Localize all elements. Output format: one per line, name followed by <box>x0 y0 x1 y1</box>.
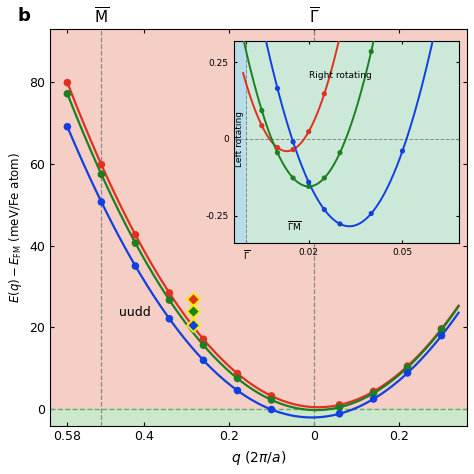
Point <box>132 239 139 247</box>
Point <box>336 403 343 411</box>
Point <box>404 369 411 377</box>
Point <box>234 370 241 377</box>
Point <box>189 322 197 329</box>
X-axis label: $q\ (2\pi/a)$: $q\ (2\pi/a)$ <box>231 449 286 467</box>
Text: b: b <box>17 7 30 25</box>
Point <box>200 341 207 349</box>
Point <box>268 396 275 404</box>
Point <box>336 401 343 409</box>
Point <box>200 336 207 343</box>
Point <box>268 392 275 400</box>
Point <box>64 123 71 130</box>
Point <box>98 161 105 168</box>
Point <box>98 171 105 178</box>
Point <box>200 356 207 364</box>
Point <box>98 198 105 206</box>
Point <box>268 406 275 413</box>
Point <box>234 387 241 394</box>
Point <box>336 410 343 418</box>
Point <box>438 326 446 333</box>
Point <box>370 395 377 403</box>
Point <box>234 374 241 382</box>
Y-axis label: $E(q) - E_{\rm FM}\ \rm (meV/Fe\ atom)$: $E(q) - E_{\rm FM}\ \rm (meV/Fe\ atom)$ <box>7 152 24 303</box>
Point <box>165 289 173 297</box>
Point <box>370 388 377 395</box>
Point <box>132 231 139 238</box>
Point <box>189 307 197 315</box>
Point <box>64 79 71 86</box>
Point <box>438 332 446 339</box>
Point <box>404 362 411 370</box>
Bar <box>50 409 467 426</box>
Point <box>370 390 377 397</box>
Text: uudd: uudd <box>118 306 150 319</box>
Point <box>189 295 197 302</box>
Text: $\overline{\rm M}$: $\overline{\rm M}$ <box>94 7 109 27</box>
Text: $\overline{\Gamma}$: $\overline{\Gamma}$ <box>309 7 319 27</box>
Point <box>404 364 411 371</box>
Point <box>165 315 173 323</box>
Point <box>64 90 71 98</box>
Point <box>165 296 173 304</box>
Point <box>132 262 139 270</box>
Point <box>438 325 446 333</box>
